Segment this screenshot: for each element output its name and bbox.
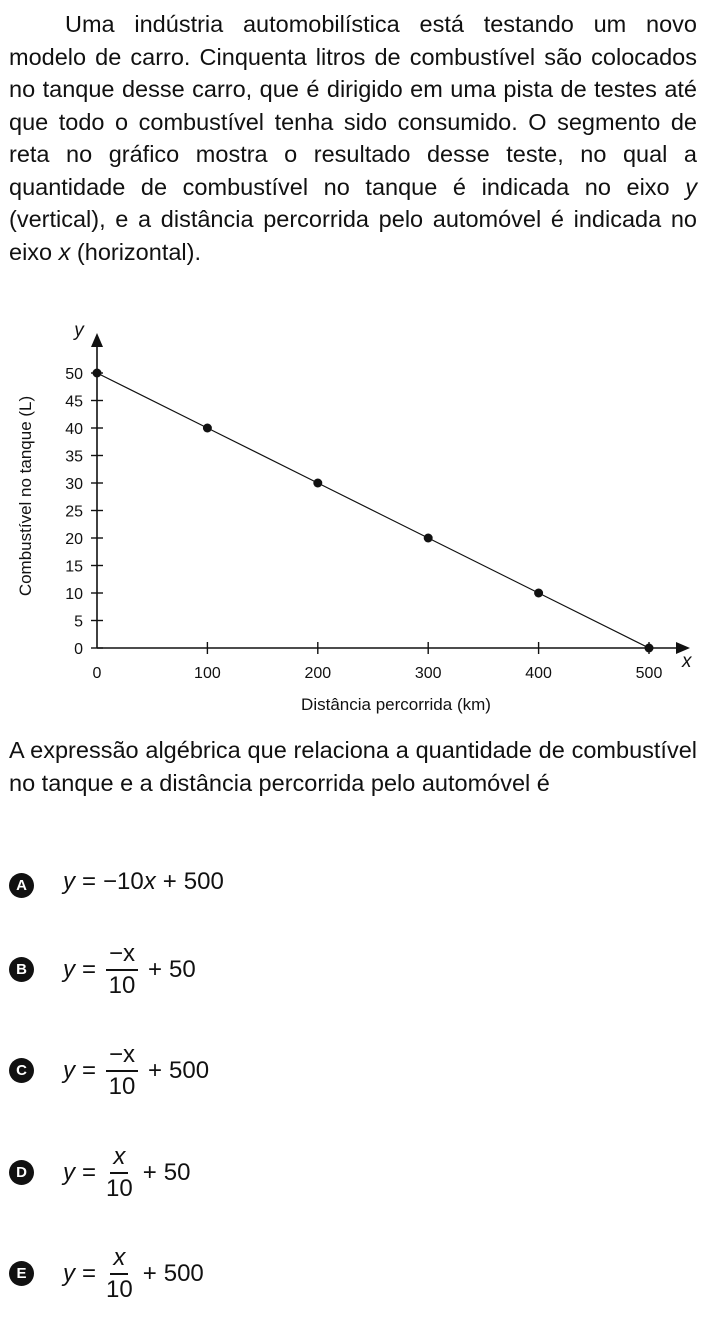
- option-e-lhs: y: [63, 1260, 75, 1287]
- data-point: [313, 478, 323, 488]
- option-c-plus: +: [148, 1057, 163, 1084]
- option-b-plus: +: [148, 956, 163, 983]
- option-d[interactable]: D y = x 10 + 50: [8, 1143, 308, 1203]
- option-d-lhs: y: [63, 1159, 75, 1186]
- option-b-expression: y = −x 10 + 50: [63, 940, 196, 1000]
- data-point: [644, 643, 654, 653]
- fuel-distance-chart: Combustível no tanque (L) 0 5 10 15 20 25 30 35…: [16, 320, 693, 714]
- option-a-plus: +: [162, 868, 177, 895]
- option-a-expression: y = −10 x + 500: [63, 868, 224, 896]
- y-ticks: 0 5 10 15 20 25 30 35 40 45 50: [65, 366, 103, 658]
- option-d-expression: y = x 10 + 50: [63, 1143, 190, 1203]
- x-tick-label: 0: [93, 665, 102, 682]
- x-axis-label: Distância percorrida (km): [301, 695, 491, 714]
- x-axis-arrow: [676, 642, 690, 654]
- option-c-expression: y = −x 10 + 500: [63, 1041, 209, 1101]
- option-e-fraction: x 10: [106, 1244, 133, 1304]
- y-tick-label: 15: [65, 559, 83, 576]
- data-point: [92, 368, 102, 378]
- option-e-denominator: 10: [106, 1276, 133, 1303]
- option-d-denominator: 10: [106, 1175, 133, 1202]
- option-a-const: 500: [183, 868, 224, 895]
- intro-text-3: (horizontal).: [70, 238, 201, 265]
- intro-var-y: y: [685, 173, 697, 200]
- option-a-badge: A: [9, 873, 34, 898]
- y-tick-label: 5: [74, 614, 83, 631]
- option-d-const: 50: [163, 1159, 191, 1186]
- option-b-fraction: −x 10: [106, 940, 139, 1000]
- option-a-coef: −10: [103, 868, 144, 895]
- option-e-equals: =: [82, 1260, 97, 1287]
- y-axis-label-group: Combustível no tanque (L): [16, 396, 35, 596]
- option-a-equals: =: [82, 868, 97, 895]
- y-tick-label: 50: [65, 366, 83, 383]
- y-tick-label: 10: [65, 586, 83, 603]
- intro-var-x: x: [58, 238, 71, 265]
- question-stem: Uma indústria automobilística está testa…: [9, 8, 697, 268]
- option-b-const: 50: [169, 956, 196, 983]
- y-tick-label: 40: [65, 421, 83, 438]
- series-line: [96, 372, 650, 649]
- y-axis-label: Combustível no tanque (L): [16, 396, 35, 596]
- data-point: [202, 423, 212, 433]
- y-tick-label: 35: [65, 449, 83, 466]
- y-axis-arrow: [91, 333, 103, 347]
- x-tick-label: 300: [415, 665, 442, 682]
- option-e-badge: E: [9, 1261, 34, 1286]
- option-d-badge: D: [9, 1160, 34, 1185]
- y-tick-label: 30: [65, 476, 83, 493]
- intro-text-2: (vertical), e a distância percorrida pel…: [9, 206, 697, 265]
- axes: [91, 333, 690, 654]
- intro-text-1: Uma indústria automobilística está testa…: [9, 11, 697, 200]
- option-c-badge: C: [9, 1058, 34, 1083]
- option-c-numerator: −x: [106, 1041, 139, 1072]
- y-tick-label: 45: [65, 394, 83, 411]
- option-c-fraction: −x 10: [106, 1041, 139, 1101]
- option-d-fraction: x 10: [106, 1143, 133, 1203]
- option-d-numerator: x: [110, 1143, 129, 1174]
- option-c[interactable]: C y = −x 10 + 500: [8, 1041, 308, 1101]
- data-series: [92, 368, 654, 653]
- data-point: [423, 533, 433, 543]
- option-a-lhs: y: [63, 868, 75, 895]
- y-axis-symbol: y: [72, 320, 85, 341]
- option-d-plus: +: [142, 1159, 157, 1186]
- option-a-var: x: [143, 868, 156, 895]
- option-b-denominator: 10: [108, 972, 136, 999]
- option-b-equals: =: [82, 956, 97, 983]
- option-b-numerator: −x: [106, 940, 139, 971]
- option-e-const: 500: [163, 1260, 204, 1287]
- option-e-numerator: x: [110, 1244, 129, 1275]
- option-c-denominator: 10: [108, 1073, 136, 1100]
- option-e-plus: +: [142, 1260, 157, 1287]
- x-tick-label: 400: [525, 665, 552, 682]
- option-e[interactable]: E y = x 10 + 500: [8, 1244, 308, 1304]
- x-tick-label: 100: [194, 665, 221, 682]
- question-prompt: A expressão algébrica que relaciona a qu…: [9, 737, 697, 796]
- x-axis-symbol: x: [681, 651, 693, 672]
- x-tick-label: 200: [304, 665, 331, 682]
- option-b[interactable]: B y = −x 10 + 50: [8, 940, 308, 1000]
- y-tick-label: 20: [65, 531, 83, 548]
- option-b-badge: B: [9, 957, 34, 982]
- option-c-equals: =: [82, 1057, 97, 1084]
- option-b-lhs: y: [63, 956, 75, 983]
- y-tick-label: 25: [65, 504, 83, 521]
- option-a[interactable]: A y = −10 x + 500: [8, 866, 308, 926]
- x-tick-label: 500: [636, 665, 663, 682]
- data-point: [534, 588, 544, 598]
- option-c-lhs: y: [63, 1057, 75, 1084]
- option-c-const: 500: [169, 1057, 210, 1084]
- y-tick-label: 0: [74, 641, 83, 658]
- option-e-expression: y = x 10 + 500: [63, 1244, 204, 1304]
- option-d-equals: =: [82, 1159, 97, 1186]
